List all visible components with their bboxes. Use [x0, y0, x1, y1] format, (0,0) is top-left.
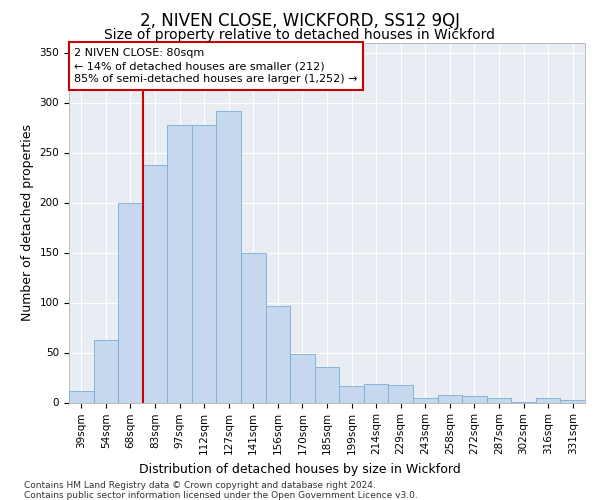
Text: 2, NIVEN CLOSE, WICKFORD, SS12 9QJ: 2, NIVEN CLOSE, WICKFORD, SS12 9QJ: [140, 12, 460, 30]
Bar: [118, 202, 143, 402]
Bar: [69, 390, 94, 402]
Text: Contains public sector information licensed under the Open Government Licence v3: Contains public sector information licen…: [24, 491, 418, 500]
Text: Size of property relative to detached houses in Wickford: Size of property relative to detached ho…: [104, 28, 496, 42]
Bar: [536, 398, 560, 402]
Text: 2 NIVEN CLOSE: 80sqm
← 14% of detached houses are smaller (212)
85% of semi-deta: 2 NIVEN CLOSE: 80sqm ← 14% of detached h…: [74, 48, 358, 84]
Bar: [143, 164, 167, 402]
Bar: [462, 396, 487, 402]
Bar: [388, 384, 413, 402]
Bar: [290, 354, 315, 403]
Bar: [167, 124, 192, 402]
Bar: [560, 400, 585, 402]
Y-axis label: Number of detached properties: Number of detached properties: [21, 124, 34, 321]
Bar: [339, 386, 364, 402]
Bar: [364, 384, 388, 402]
Bar: [487, 398, 511, 402]
Bar: [192, 124, 217, 402]
Bar: [217, 110, 241, 403]
Bar: [266, 306, 290, 402]
Bar: [413, 398, 437, 402]
Bar: [241, 252, 266, 402]
Text: Distribution of detached houses by size in Wickford: Distribution of detached houses by size …: [139, 462, 461, 475]
Bar: [94, 340, 118, 402]
Bar: [437, 394, 462, 402]
Bar: [315, 366, 339, 402]
Text: Contains HM Land Registry data © Crown copyright and database right 2024.: Contains HM Land Registry data © Crown c…: [24, 481, 376, 490]
